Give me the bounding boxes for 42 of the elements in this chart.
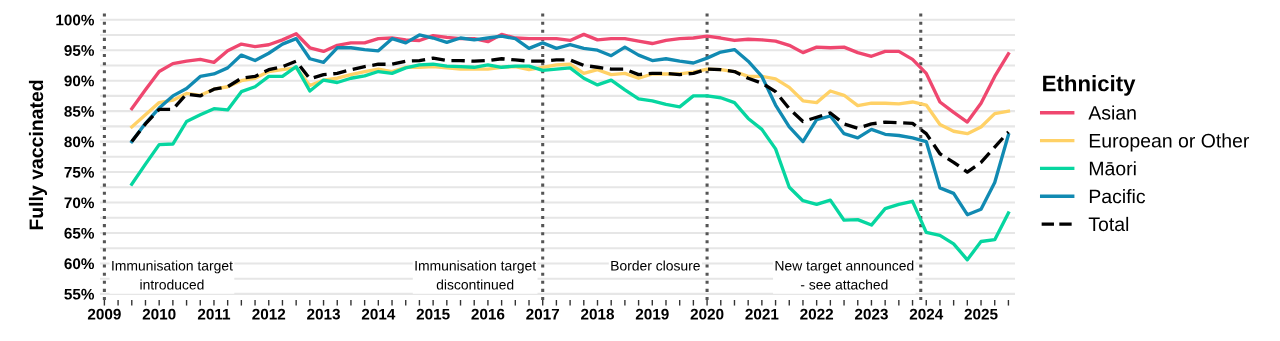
- y-tick-label: 95%: [64, 45, 95, 56]
- x-tick-label: 2017: [526, 308, 560, 320]
- x-tick-label: 2025: [964, 308, 998, 320]
- legend-label: Māori: [1089, 161, 1136, 176]
- x-tick-label: 2013: [307, 308, 340, 320]
- line-series: [130, 33, 1011, 217]
- y-tick-label: 80%: [64, 136, 95, 148]
- x-tick-label: 2014: [361, 308, 396, 320]
- line-series: [130, 32, 1011, 124]
- line-series: [130, 62, 1011, 262]
- y-tick-label: 70%: [64, 197, 95, 209]
- x-tick-label: 2021: [745, 308, 779, 320]
- x-tick-label: 2015: [416, 308, 450, 320]
- x-tick-label: 2020: [690, 308, 724, 320]
- legend-label: Asian: [1088, 105, 1136, 120]
- legend-label: Total: [1088, 216, 1129, 232]
- x-tick-label: 2012: [252, 308, 286, 320]
- x-tick-label: 2022: [800, 308, 834, 320]
- y-axis-title: Fully vaccinated: [28, 80, 48, 230]
- legend-label: European or Other: [1089, 133, 1250, 152]
- y-tick-label: 100%: [56, 14, 95, 26]
- x-tick-label: 2024: [909, 308, 944, 320]
- ref-line-label: Immunisation target discontinued: [415, 260, 537, 290]
- y-tick-label: 65%: [64, 227, 95, 239]
- ref-line-label: Immunisation target introduced: [112, 260, 233, 290]
- line-series: [130, 56, 1011, 174]
- y-tick-label: 85%: [64, 106, 95, 117]
- y-tick-label: 55%: [64, 288, 95, 300]
- x-tick-label: 2023: [854, 308, 888, 320]
- x-tick-label: 2016: [471, 308, 505, 320]
- y-tick-label: 60%: [64, 258, 95, 270]
- x-tick-label: 2010: [142, 308, 176, 320]
- ref-line-label: Border closure: [611, 260, 700, 271]
- x-tick-label: 2018: [581, 308, 615, 320]
- y-tick-label: 75%: [64, 166, 95, 178]
- legend-title: Ethnicity: [1043, 75, 1136, 96]
- x-tick-label: 2009: [87, 308, 121, 320]
- x-tick-label: 2019: [635, 308, 669, 320]
- x-tick-label: 2011: [197, 308, 231, 320]
- legend-label: Pacific: [1089, 189, 1146, 204]
- ref-line-label: New target announced - see attached: [775, 260, 914, 290]
- y-tick-label: 90%: [64, 75, 95, 87]
